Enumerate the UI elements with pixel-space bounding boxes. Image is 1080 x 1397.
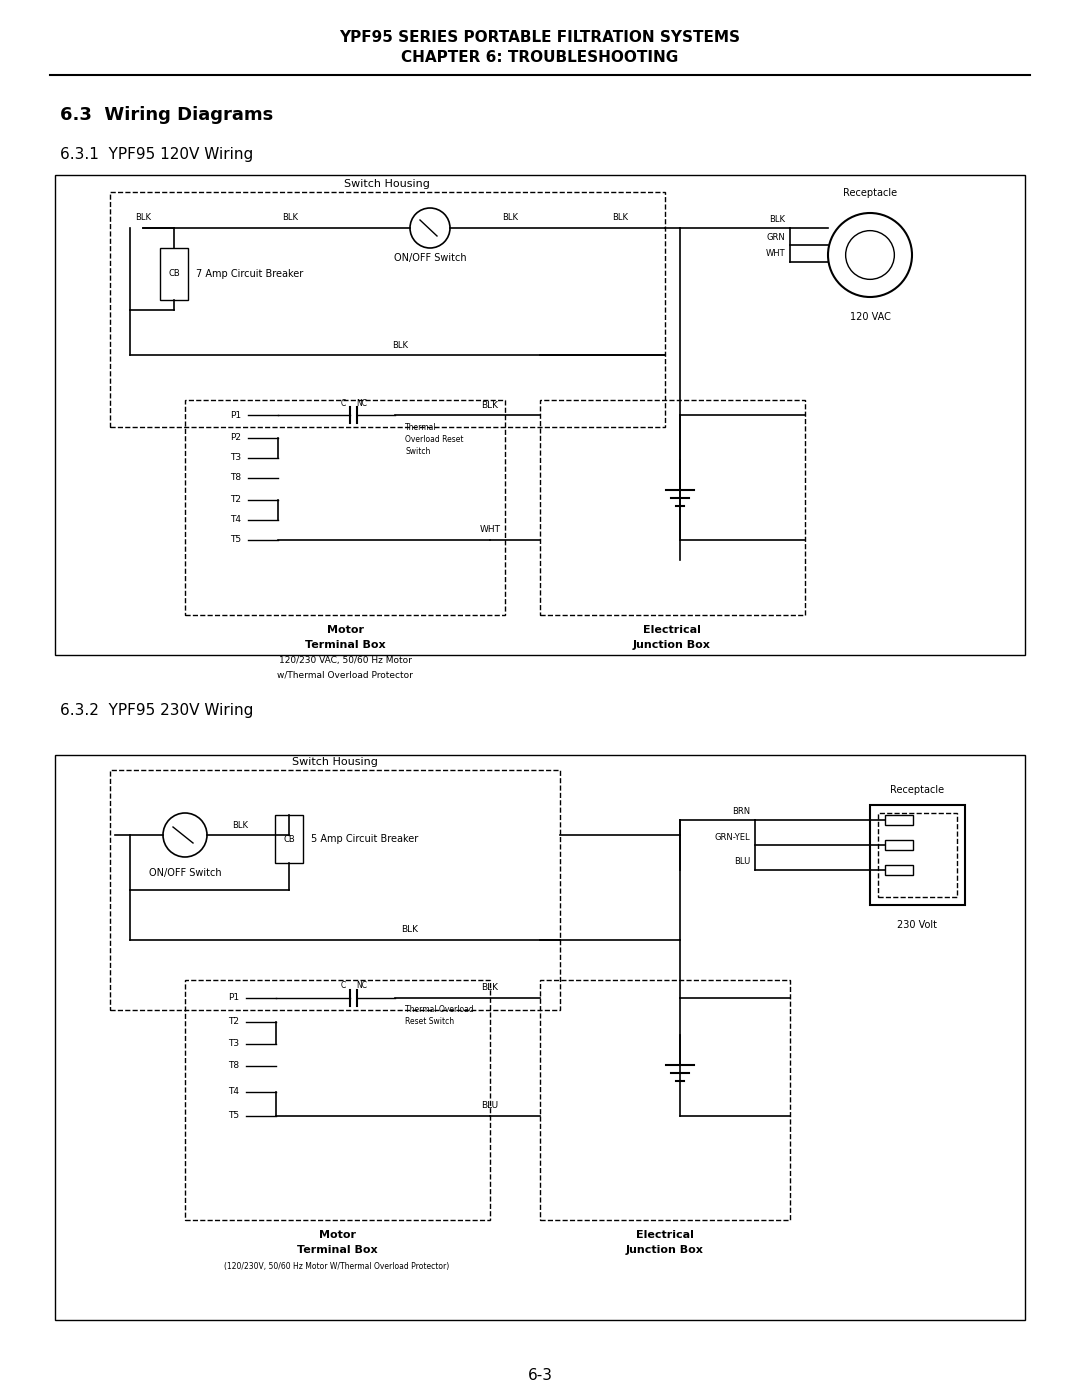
Text: CHAPTER 6: TROUBLESHOOTING: CHAPTER 6: TROUBLESHOOTING: [402, 50, 678, 66]
Text: C: C: [340, 398, 346, 408]
Text: T5: T5: [230, 535, 241, 545]
Text: Electrical: Electrical: [643, 624, 701, 636]
Text: BLK: BLK: [502, 214, 518, 222]
Bar: [55, 754, 1025, 1320]
Text: 6-3: 6-3: [527, 1368, 553, 1383]
Text: P2: P2: [230, 433, 241, 443]
Bar: [870, 805, 966, 905]
Text: T2: T2: [228, 1017, 239, 1027]
Text: Motor: Motor: [326, 624, 364, 636]
Bar: [885, 840, 913, 849]
Text: w/Thermal Overload Protector: w/Thermal Overload Protector: [278, 671, 413, 679]
Text: Switch Housing: Switch Housing: [345, 179, 430, 189]
Text: Electrical: Electrical: [636, 1229, 694, 1241]
Text: T2: T2: [230, 496, 241, 504]
Text: T8: T8: [230, 474, 241, 482]
Bar: [185, 981, 490, 1220]
Text: CB: CB: [283, 834, 295, 844]
Text: ON/OFF Switch: ON/OFF Switch: [149, 868, 221, 877]
Bar: [540, 400, 805, 615]
Text: 6.3.1  YPF95 120V Wiring: 6.3.1 YPF95 120V Wiring: [60, 148, 253, 162]
Bar: [275, 814, 303, 863]
Text: BRN: BRN: [732, 807, 750, 816]
Text: BLU: BLU: [482, 1101, 499, 1111]
Text: Reset Switch: Reset Switch: [405, 1017, 454, 1027]
Text: T5: T5: [228, 1112, 239, 1120]
Text: Switch Housing: Switch Housing: [292, 757, 378, 767]
Bar: [185, 400, 505, 615]
Bar: [160, 249, 188, 300]
Text: BLU: BLU: [733, 858, 750, 866]
Text: CB: CB: [168, 270, 180, 278]
Bar: [110, 191, 665, 427]
Text: Terminal Box: Terminal Box: [305, 640, 386, 650]
Text: 5 Amp Circuit Breaker: 5 Amp Circuit Breaker: [311, 834, 418, 844]
Text: T3: T3: [228, 1039, 239, 1049]
Text: BLK: BLK: [232, 820, 248, 830]
Text: Motor: Motor: [319, 1229, 355, 1241]
Text: T4: T4: [228, 1087, 239, 1097]
Bar: [885, 865, 913, 875]
Text: 120 VAC: 120 VAC: [850, 312, 890, 321]
Text: 120/230 VAC, 50/60 Hz Motor: 120/230 VAC, 50/60 Hz Motor: [279, 657, 411, 665]
Text: GRN: GRN: [766, 232, 785, 242]
Text: 230 Volt: 230 Volt: [897, 921, 937, 930]
Text: T4: T4: [230, 515, 241, 524]
Circle shape: [163, 813, 207, 856]
Text: P1: P1: [230, 411, 241, 419]
Text: WHT: WHT: [766, 250, 785, 258]
Text: T3: T3: [230, 454, 241, 462]
Text: Overload Reset: Overload Reset: [405, 434, 463, 443]
Text: YPF95 SERIES PORTABLE FILTRATION SYSTEMS: YPF95 SERIES PORTABLE FILTRATION SYSTEMS: [339, 31, 741, 46]
Text: Junction Box: Junction Box: [626, 1245, 704, 1255]
Bar: [878, 813, 957, 897]
Text: BLK: BLK: [282, 214, 298, 222]
Text: NC: NC: [356, 982, 367, 990]
Text: NC: NC: [356, 398, 367, 408]
Text: Receptacle: Receptacle: [890, 785, 944, 795]
Text: Thermal Overload: Thermal Overload: [405, 1006, 474, 1014]
Text: 7 Amp Circuit Breaker: 7 Amp Circuit Breaker: [195, 270, 303, 279]
Text: BLK: BLK: [135, 214, 151, 222]
Text: BLK: BLK: [612, 214, 627, 222]
Bar: [55, 175, 1025, 655]
Bar: [540, 981, 789, 1220]
Text: BLK: BLK: [392, 341, 408, 349]
Text: ON/OFF Switch: ON/OFF Switch: [394, 253, 467, 263]
Text: 6.3  Wiring Diagrams: 6.3 Wiring Diagrams: [60, 106, 273, 124]
Text: BLK: BLK: [402, 925, 419, 935]
Text: T8: T8: [228, 1062, 239, 1070]
Text: Switch: Switch: [405, 447, 430, 455]
Text: BLK: BLK: [482, 401, 499, 409]
Text: Receptacle: Receptacle: [842, 189, 897, 198]
Bar: [885, 814, 913, 826]
Text: 6.3.2  YPF95 230V Wiring: 6.3.2 YPF95 230V Wiring: [60, 703, 254, 718]
Text: P1: P1: [228, 993, 239, 1003]
Circle shape: [410, 208, 450, 249]
Text: Junction Box: Junction Box: [633, 640, 711, 650]
Text: BLK: BLK: [769, 215, 785, 225]
Text: BLK: BLK: [482, 983, 499, 992]
Text: C: C: [340, 982, 346, 990]
Text: WHT: WHT: [480, 525, 500, 535]
Text: Terminal Box: Terminal Box: [297, 1245, 377, 1255]
Bar: [110, 770, 561, 1010]
Text: (120/230V, 50/60 Hz Motor W/Thermal Overload Protector): (120/230V, 50/60 Hz Motor W/Thermal Over…: [225, 1263, 449, 1271]
Text: GRN-YEL: GRN-YEL: [714, 833, 750, 841]
Text: Thermal: Thermal: [405, 422, 436, 432]
